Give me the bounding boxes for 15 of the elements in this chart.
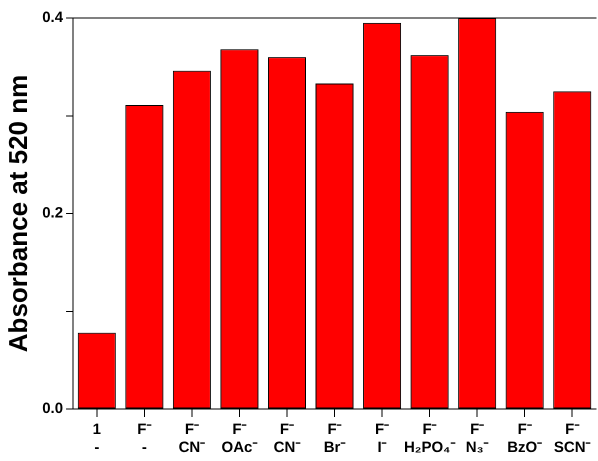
x-tick-label: F⁻ BzO⁻ — [507, 421, 542, 456]
y-tick-label: 0.0 — [42, 400, 64, 418]
x-tick-label: 1 - — [92, 421, 101, 456]
x-tick-label: F⁻ - — [137, 421, 152, 456]
x-tick-label: F⁻ N₃⁻ — [466, 421, 489, 456]
y-tick-label: 0.4 — [42, 9, 64, 26]
x-tick-label: F⁻ SCN⁻ — [554, 421, 591, 456]
y-tick-label: 0.2 — [42, 204, 64, 222]
y-axis-title: Absorbance at 520 nm — [2, 74, 33, 352]
x-tick-label: F⁻ I⁻ — [374, 421, 390, 456]
x-tick-label: F⁻ CN⁻ — [178, 421, 206, 456]
x-tick-label: F⁻ H₂PO₄⁻ — [404, 421, 456, 456]
x-tick-label: F⁻ Br⁻ — [324, 421, 346, 456]
x-tick-label: F⁻ CN⁻ — [274, 421, 300, 456]
x-tick-label: F⁻ OAc⁻ — [222, 421, 258, 456]
